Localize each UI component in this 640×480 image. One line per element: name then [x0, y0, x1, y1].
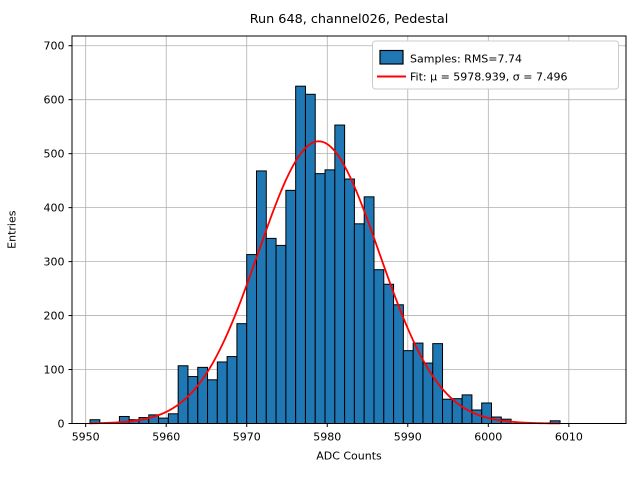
histogram-bar — [344, 178, 355, 424]
histogram-bar — [422, 362, 434, 425]
histogram-bar — [158, 417, 169, 424]
histogram-bar — [393, 304, 404, 424]
x-tick-label: 5970 — [233, 431, 261, 444]
histogram-bar — [334, 124, 346, 425]
x-tick-label: 6010 — [555, 431, 583, 444]
x-axis-label: ADC Counts — [316, 450, 382, 463]
y-tick-label: 0 — [58, 417, 65, 430]
histogram-bar — [177, 365, 189, 424]
legend-box: Samples: RMS=7.74 Fit: μ = 5978.939, σ =… — [372, 40, 619, 90]
x-tick-label: 5960 — [152, 431, 180, 444]
grid-lines — [72, 36, 626, 424]
histogram-bar — [373, 269, 385, 424]
histogram-bar — [265, 237, 277, 424]
gaussian-fit-curve — [88, 140, 561, 425]
histogram-bar — [363, 196, 375, 424]
legend-samples-swatch — [379, 49, 404, 65]
histogram-bar — [353, 223, 365, 424]
histogram-bar — [187, 376, 199, 425]
y-tick-label: 300 — [44, 255, 65, 268]
histogram-bar — [255, 170, 267, 424]
histogram-bar — [324, 169, 336, 424]
chart-title: Run 648, channel026, Pedestal — [250, 12, 449, 27]
y-tick-label: 700 — [44, 40, 65, 53]
histogram-bar — [207, 379, 218, 424]
y-tick-label: 200 — [44, 309, 65, 322]
histogram-bar — [226, 356, 238, 425]
x-tick-label: 5990 — [394, 431, 422, 444]
legend-fit-label: Fit: μ = 5978.939, σ = 7.496 — [410, 71, 567, 84]
histogram-bar — [481, 402, 492, 424]
histogram-bar — [285, 189, 297, 424]
y-tick-label: 100 — [44, 363, 65, 376]
axis-ticks: 5950 5960 5970 5980 5990 6000 6010 0 100 200 300 40… — [44, 40, 583, 444]
histogram-bar — [402, 350, 414, 424]
legend-samples-label: Samples: RMS=7.74 — [410, 53, 522, 66]
histogram-bars — [89, 85, 561, 425]
histogram-bar — [295, 85, 306, 425]
y-tick-label: 600 — [44, 94, 65, 107]
x-tick-label: 5950 — [72, 431, 100, 444]
histogram-bar — [275, 244, 287, 424]
histogram-bar — [197, 366, 209, 424]
fit-curve-path — [88, 140, 561, 425]
histogram-bar — [236, 323, 248, 424]
y-tick-label: 400 — [44, 202, 65, 215]
histogram-bar — [442, 398, 453, 424]
histogram-bar — [383, 283, 395, 425]
histogram-bar — [216, 361, 228, 425]
histogram-bar — [167, 413, 179, 425]
y-axis-label: Entries — [6, 210, 19, 249]
histogram-bar — [412, 342, 424, 425]
x-tick-label: 6000 — [474, 431, 502, 444]
legend-frame — [372, 40, 619, 90]
x-tick-label: 5980 — [313, 431, 341, 444]
plot-frame — [71, 35, 627, 424]
y-tick-label: 500 — [44, 148, 65, 161]
histogram-bar — [314, 173, 326, 424]
